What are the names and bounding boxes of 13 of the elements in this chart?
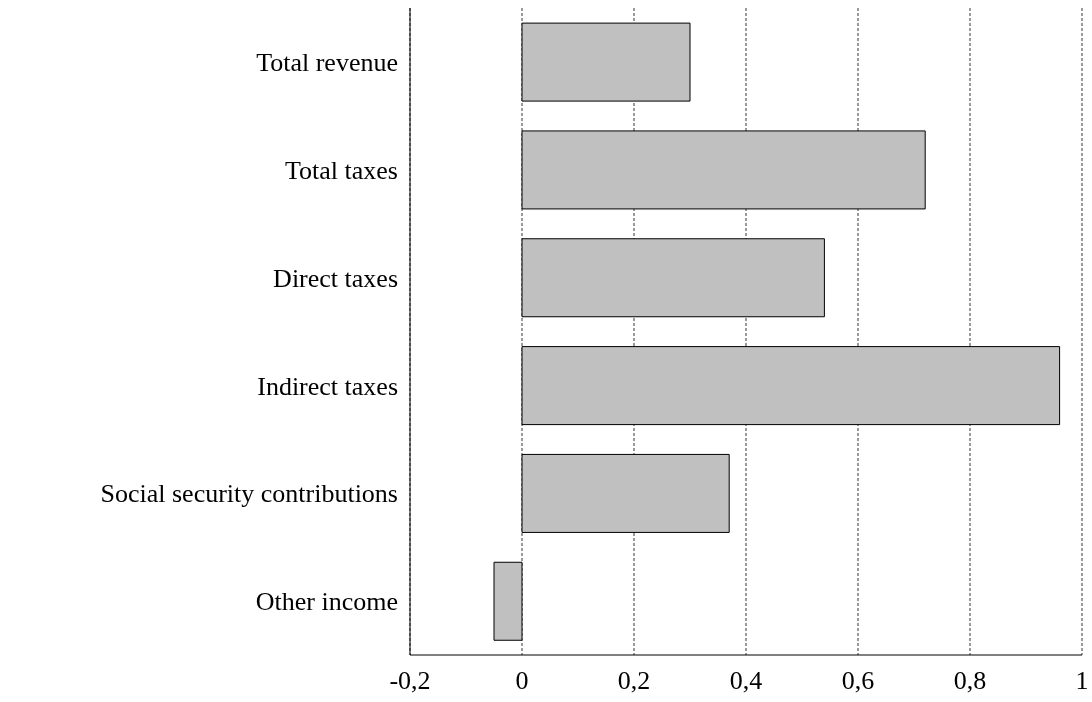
x-tick-label: 0,2 — [617, 666, 651, 696]
y-tick-label: Indirect taxes — [257, 371, 398, 401]
x-tick-label: 0,6 — [841, 666, 875, 696]
y-tick-label: Other income — [255, 587, 398, 617]
y-tick-label: Social security contributions — [100, 479, 398, 509]
x-tick-label: 0,8 — [953, 666, 987, 696]
x-tick-label: 0 — [515, 666, 529, 696]
x-tick-label: 0,4 — [729, 666, 763, 696]
y-tick-label: Total revenue — [256, 48, 398, 78]
y-tick-label: Direct taxes — [273, 263, 398, 293]
x-tick-label: -0,2 — [389, 666, 431, 696]
x-tick-label: 1 — [1075, 666, 1089, 696]
y-tick-label: Total taxes — [285, 155, 398, 185]
